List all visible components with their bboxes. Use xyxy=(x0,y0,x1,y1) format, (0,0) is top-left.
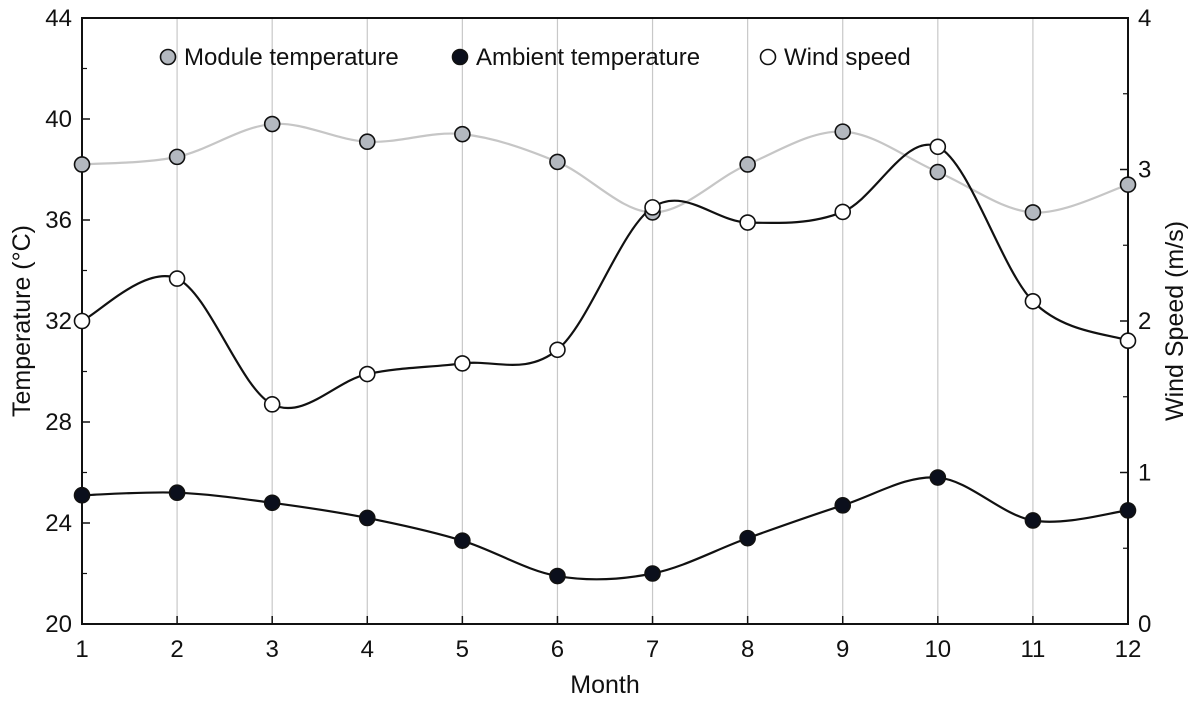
x-tick-label: 3 xyxy=(266,636,279,663)
module-temperature-marker xyxy=(358,133,376,151)
wind-speed-marker xyxy=(73,312,91,330)
y-tick-label: 44 xyxy=(45,5,72,32)
grid-lines xyxy=(176,18,1034,624)
wind-speed-marker xyxy=(1024,293,1042,310)
y-tick-label: 24 xyxy=(45,510,72,537)
wind-speed-marker xyxy=(168,270,186,287)
x-tick-label: 6 xyxy=(551,636,564,663)
wind-speed-marker xyxy=(358,365,376,383)
y2-tick-label: 4 xyxy=(1138,5,1151,32)
y-tick-label: 36 xyxy=(45,207,72,234)
x-tick-label: 5 xyxy=(456,636,469,663)
series-lines xyxy=(81,122,1129,581)
wind-speed-marker xyxy=(549,341,566,359)
y-tick-label: 20 xyxy=(45,611,72,638)
wind-speed-marker xyxy=(1119,332,1137,349)
module-temperature-legend-label: Module temperature xyxy=(184,44,399,71)
ambient-temperature-line xyxy=(81,476,1129,581)
wind-speed-legend-label: Wind speed xyxy=(784,44,911,71)
ambient-temperature-marker xyxy=(73,486,91,504)
module-temperature-marker xyxy=(263,115,281,133)
wind-speed-marker xyxy=(454,355,471,372)
module-temperature-marker xyxy=(73,156,91,173)
y-tick-label: 40 xyxy=(45,106,72,133)
wind-speed-marker xyxy=(644,199,661,216)
module-temperature-line xyxy=(81,122,1129,214)
wind-speed-marker xyxy=(739,214,756,231)
x-axis-title: Month xyxy=(570,671,639,699)
module-temperature-marker xyxy=(929,163,947,181)
module-temperature-marker xyxy=(1024,204,1042,221)
x-tick-label: 7 xyxy=(646,636,659,663)
wind-speed-line xyxy=(81,143,1129,410)
x-tick-label: 4 xyxy=(361,636,374,663)
plot-frame xyxy=(81,17,1129,625)
y-tick-label: 28 xyxy=(45,409,72,436)
ambient-temperature-marker xyxy=(358,509,376,527)
x-tick-label: 1 xyxy=(75,636,88,663)
module-temperature-marker xyxy=(834,123,852,140)
y2-tick-label: 2 xyxy=(1138,308,1151,335)
y2-tick-label: 1 xyxy=(1138,460,1151,487)
series-markers xyxy=(73,115,1137,585)
ambient-temperature-marker xyxy=(1024,512,1042,529)
x-tick-label: 2 xyxy=(170,636,183,663)
x-tick-label: 8 xyxy=(741,636,754,663)
ambient-temperature-marker xyxy=(168,484,186,502)
legend: Module temperature Ambient temperature Win… xyxy=(159,44,911,71)
ambient-temperature-marker xyxy=(263,494,281,512)
module-temperature-legend-marker xyxy=(159,48,177,66)
ambient-temperature-marker xyxy=(454,532,471,549)
x-tick-label: 10 xyxy=(924,636,951,663)
y-axis-title: Temperature (°C) xyxy=(8,225,36,417)
y-tick-label: 32 xyxy=(45,308,72,335)
ambient-temperature-marker xyxy=(739,529,756,547)
ambient-temperature-marker xyxy=(549,567,566,585)
ambient-temperature-marker xyxy=(929,469,947,486)
module-temperature-marker xyxy=(168,148,186,166)
x-tick-label: 9 xyxy=(836,636,849,663)
module-temperature-marker xyxy=(739,156,756,173)
ambient-temperature-marker xyxy=(644,565,661,582)
y2-tick-label: 3 xyxy=(1138,157,1151,184)
wind-speed-marker xyxy=(834,203,852,221)
module-temperature-marker xyxy=(454,125,471,143)
ambient-temperature-marker xyxy=(1119,502,1137,519)
x-tick-label: 11 xyxy=(1020,636,1045,663)
x-tick-label: 12 xyxy=(1115,636,1142,663)
ambient-temperature-marker xyxy=(834,497,852,514)
wind-speed-legend-marker xyxy=(759,48,777,66)
y2-tick-label: 0 xyxy=(1138,611,1151,638)
wind-speed-marker xyxy=(929,138,947,156)
ambient-temperature-legend-marker xyxy=(451,48,469,66)
module-temperature-marker xyxy=(1119,176,1137,193)
ambient-temperature-legend-label: Ambient temperature xyxy=(476,44,700,71)
y2-axis-title: Wind Speed (m/s) xyxy=(1161,221,1189,421)
wind-speed-marker xyxy=(263,396,281,413)
module-temperature-marker xyxy=(549,153,566,171)
